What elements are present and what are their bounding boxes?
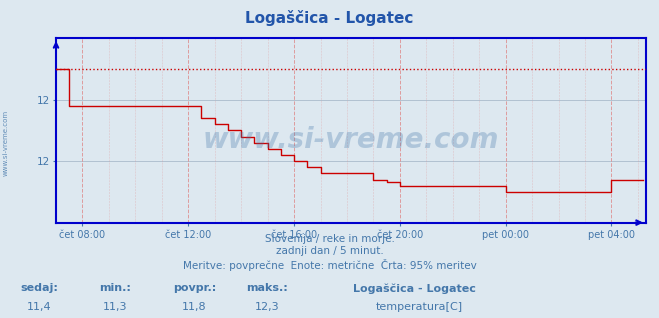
- Text: Meritve: povprečne  Enote: metrične  Črta: 95% meritev: Meritve: povprečne Enote: metrične Črta:…: [183, 259, 476, 271]
- Text: min.:: min.:: [100, 283, 131, 293]
- Text: sedaj:: sedaj:: [20, 283, 59, 293]
- Text: www.si-vreme.com: www.si-vreme.com: [2, 110, 9, 176]
- Text: 11,3: 11,3: [103, 302, 128, 312]
- Text: maks.:: maks.:: [246, 283, 288, 293]
- Text: Logaščica - Logatec: Logaščica - Logatec: [353, 283, 475, 294]
- Text: temperatura[C]: temperatura[C]: [376, 302, 463, 312]
- Text: zadnji dan / 5 minut.: zadnji dan / 5 minut.: [275, 246, 384, 256]
- Text: www.si-vreme.com: www.si-vreme.com: [203, 126, 499, 154]
- Text: 12,3: 12,3: [254, 302, 279, 312]
- Text: povpr.:: povpr.:: [173, 283, 216, 293]
- Text: 11,4: 11,4: [27, 302, 52, 312]
- Text: Slovenija / reke in morje.: Slovenija / reke in morje.: [264, 234, 395, 244]
- Text: 11,8: 11,8: [182, 302, 207, 312]
- Text: Logaščica - Logatec: Logaščica - Logatec: [245, 10, 414, 25]
